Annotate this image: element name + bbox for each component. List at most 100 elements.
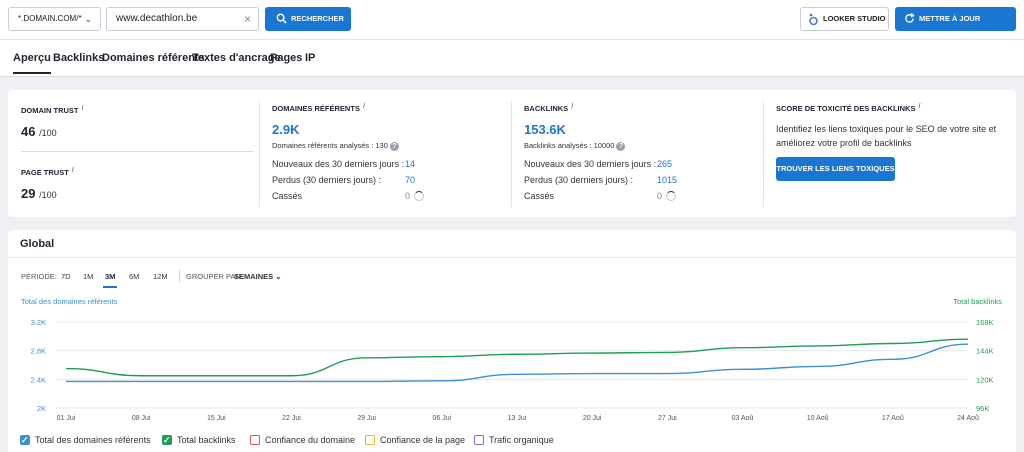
domain-scope-select[interactable]: *.DOMAIN.COM/* ⌄ [8,7,101,31]
tab-textes-ancrage[interactable]: Textes d'ancrage [192,52,281,64]
x-tick-label: 20 Jui [583,415,602,422]
x-tick-label: 24 Aoû [957,415,979,422]
toxicity-description: Identifiez les liens toxiques pour le SE… [776,124,997,148]
ref-domains-label: DOMAINES RÉFÉRENTS i [272,103,365,113]
global-card: Global PÉRIODE: 7D 1M 3M 6M 12M GROUPER … [8,230,1016,452]
url-input[interactable]: www.decathlon.be × [106,7,259,31]
ref-domains-value[interactable]: 2.9K [272,122,300,137]
chevron-down-icon: ⌄ [273,272,282,281]
bl-broken-value: 0 [657,191,663,201]
x-tick-label: 29 Jui [357,415,376,422]
y-right-axis-title: Total backlinks [953,297,1002,306]
chevron-down-icon: ⌄ [84,14,92,24]
checkbox-icon[interactable] [474,435,484,445]
help-icon[interactable]: ? [389,142,399,151]
legend-item-organic-traffic[interactable]: Trafic organique [474,434,554,446]
bl-new-value[interactable]: 265 [657,159,673,169]
url-value: www.decathlon.be [116,13,198,24]
domain-scope-value: *.DOMAIN.COM/* [18,14,82,23]
help-icon[interactable]: ? [616,142,626,151]
info-icon[interactable]: i [81,105,84,112]
loading-spinner-icon [666,191,676,201]
ref-broken-label: Cassés [272,191,303,201]
update-report-button[interactable]: METTRE À JOUR RAPPORT [895,7,1016,47]
x-tick-label: 22 Jui [282,415,301,422]
bl-new-label: Nouveaux des 30 derniers jours : [524,159,657,169]
backlinks-line-chart: Total des domaines référents Total backli… [21,297,1002,422]
toxicity-label: SCORE DE TOXICITÉ DES BACKLINKS i [776,103,921,113]
y-left-axis-title: Total des domaines référents [21,297,118,306]
x-tick-label: 13 Jui [508,415,527,422]
tab-backlinks[interactable]: Backlinks [53,52,105,64]
page-trust-label: PAGE TRUST i [21,167,74,177]
period-6m[interactable]: 6M [129,272,140,281]
period-12m[interactable]: 12M [153,272,168,281]
group-by-select[interactable]: SEMAINES ⌄ [234,272,282,281]
info-icon[interactable]: i [918,103,921,110]
refresh-icon [905,13,915,23]
y-right-tick-label: 144K [976,347,994,356]
ref-lost-value[interactable]: 70 [405,175,416,185]
period-7d[interactable]: 7D [61,272,71,281]
global-title: Global [20,238,55,250]
search-label: RECHERCHER [291,14,344,23]
x-tick-label: 06 Jui [432,415,451,422]
top-toolbar: *.DOMAIN.COM/* ⌄ www.decathlon.be × RECH… [0,0,1024,47]
domain-trust-label: DOMAIN TRUST i [21,105,84,115]
tab-bar: Aperçu Backlinks Domaines référents Text… [0,40,1024,77]
info-icon[interactable]: i [71,167,74,174]
info-icon[interactable]: i [571,103,574,110]
group-by-label: GROUPER PAR: [186,272,243,281]
divider [8,257,1016,258]
backlinks-value[interactable]: 153.6K [524,122,566,137]
ref-domains-analyzed: Domaines référents analysés : 130? [272,141,399,151]
y-right-tick-label: 96K [976,404,989,413]
x-tick-label: 17 Aoû [882,415,904,422]
stats-card: DOMAIN TRUST i 46 /100 PAGE TRUST i 29 /10… [8,90,1016,217]
x-tick-label: 01 Jui [57,415,76,422]
legend-item-domains[interactable]: Total des domaines référents [20,434,151,446]
bl-lost-value[interactable]: 1015 [657,175,678,185]
divider [21,151,253,152]
y-left-tick-label: 2.4K [31,375,46,384]
divider [179,270,180,282]
legend-item-backlinks[interactable]: Total backlinks [162,434,236,446]
checkbox-checked-icon[interactable] [162,434,172,446]
period-label: PÉRIODE: [21,272,57,281]
loading-spinner-icon [414,191,424,201]
search-icon [276,13,287,24]
checkbox-icon[interactable] [250,435,260,445]
tab-pages[interactable]: Pages [270,52,303,64]
find-toxic-links-button[interactable]: TROUVER LES LIENS TOXIQUES [776,157,895,181]
clear-icon[interactable]: × [243,12,251,26]
period-1m[interactable]: 1M [83,272,94,281]
series-line-backlinks [65,338,969,377]
tab-apercu[interactable]: Aperçu [13,52,51,74]
y-right-tick-label: 168K [976,318,994,327]
x-tick-label: 10 Aoû [807,415,829,422]
ref-new-label: Nouveaux des 30 derniers jours : [272,159,405,169]
bl-broken-label: Cassés [524,191,555,201]
group-by-value: SEMAINES [234,272,274,281]
backlinks-analyzed: Backlinks analysés : 10000? [524,141,626,151]
ref-broken-value: 0 [405,191,411,201]
legend-item-page-trust[interactable]: Confiance de la page [365,434,465,446]
tab-domaines-referents[interactable]: Domaines référents [102,52,205,64]
checkbox-checked-icon[interactable] [20,434,30,446]
tab-ip[interactable]: IP [305,52,316,64]
x-tick-label: 08 Jui [132,415,151,422]
checkbox-icon[interactable] [365,435,375,445]
domain-trust-value: 46 /100 [21,124,57,139]
y-right-tick-label: 120K [976,375,994,384]
search-button[interactable]: RECHERCHER [265,7,351,31]
legend-item-domain-trust[interactable]: Confiance du domaine [250,434,355,446]
period-3m[interactable]: 3M [102,272,118,288]
ref-lost-label: Perdus (30 derniers jours) : [272,175,382,185]
page-trust-value: 29 /100 [21,186,57,201]
ref-new-value[interactable]: 14 [405,159,416,169]
looker-studio-button[interactable]: LOOKER STUDIO [800,7,889,31]
y-left-tick-label: 2K [37,404,46,413]
x-tick-label: 27 Jui [658,415,677,422]
x-tick-label: 03 Aoû [732,415,754,422]
info-icon[interactable]: i [362,103,365,110]
